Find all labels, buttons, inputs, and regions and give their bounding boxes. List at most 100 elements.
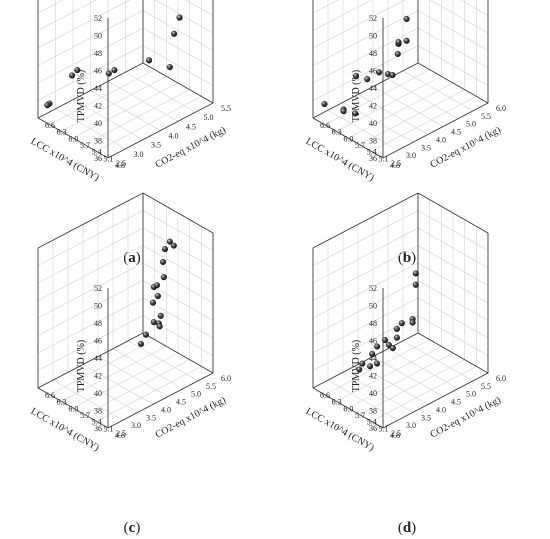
gridline <box>37 315 144 371</box>
gridline <box>342 372 414 413</box>
x-tick-label: 6.3 <box>57 128 67 137</box>
y-tick-label: 5.0 <box>204 113 214 122</box>
gridline <box>336 346 442 402</box>
scatter-point <box>403 15 410 23</box>
scatter-point <box>142 331 149 338</box>
z-tick-label: 38 <box>369 137 377 146</box>
z-tick-label: 42 <box>94 102 102 111</box>
scatter-point <box>364 76 371 83</box>
gridline <box>37 210 144 266</box>
gridline <box>112 348 184 389</box>
gridline <box>61 346 167 402</box>
y-tick-label: 4.0 <box>436 405 446 414</box>
scatter-point <box>389 344 396 352</box>
box-edge <box>37 62 144 119</box>
scatter-point <box>153 282 161 289</box>
z-tick-label: 48 <box>94 49 102 58</box>
z-tick-label: 46 <box>369 337 377 346</box>
gridline <box>90 90 161 131</box>
z-tick-label: 40 <box>94 119 102 128</box>
z-tick-label: 48 <box>369 319 377 328</box>
box-edge <box>417 192 489 234</box>
z-tick-label: 50 <box>369 32 377 41</box>
z-tick-label: 44 <box>369 354 377 363</box>
box-edge <box>382 372 489 429</box>
x-axis-title: LCC x10^4 (CNY) <box>304 406 376 454</box>
y-tick-label: 3.5 <box>421 143 431 152</box>
y-tick-label: 3.0 <box>406 151 416 160</box>
y-tick-label: 5.5 <box>481 112 491 121</box>
gridline <box>312 0 406 49</box>
y-tick-label: 4.5 <box>186 122 196 131</box>
scatter-point <box>154 292 161 300</box>
y-tick-label: 4.5 <box>451 398 461 407</box>
box-edge <box>312 62 419 119</box>
gridline <box>82 364 154 405</box>
scatter-point <box>145 57 153 64</box>
scatter-point <box>376 69 383 76</box>
box-edge <box>142 192 214 234</box>
gridline <box>312 10 419 66</box>
scatter-point <box>412 281 419 288</box>
scatter-point <box>176 14 183 21</box>
gridline <box>336 76 442 132</box>
x-axis-title: LCC x10^4 (CNY) <box>29 406 101 454</box>
panel-label: (d) <box>398 520 416 536</box>
gridline <box>312 245 419 301</box>
x-tick-label: 6.6 <box>320 121 330 130</box>
gridline <box>84 359 190 415</box>
gridline <box>125 71 196 113</box>
x-tick-label: 6.6 <box>45 121 55 130</box>
z-tick-label: 50 <box>369 302 377 311</box>
gridline <box>312 280 419 336</box>
scatter-point <box>359 360 366 367</box>
y-tick-label: 2.5 <box>391 159 401 168</box>
gridline <box>371 366 477 422</box>
y-axis-title: CO2-eq x10^4 (kg) <box>428 395 502 441</box>
x-tick-label: 6.3 <box>57 398 67 407</box>
scatter-point <box>369 350 376 358</box>
z-tick-label: 44 <box>369 84 377 93</box>
y-tick-label: 5.5 <box>221 104 231 113</box>
scatter-point <box>356 366 363 373</box>
gridline <box>324 339 430 395</box>
y-tick-label: 3.5 <box>151 141 161 150</box>
scatter-point <box>389 71 396 79</box>
scatter-point <box>374 343 381 350</box>
z-axis-title: TPMVD (%) <box>76 340 87 393</box>
x-tick-label: 5.7 <box>80 141 90 150</box>
x-tick-label: 6.6 <box>320 391 330 400</box>
gridline <box>387 78 459 119</box>
gridline <box>55 108 126 150</box>
gridline <box>127 340 199 382</box>
scatter-point <box>161 246 168 253</box>
scatter-point <box>166 64 173 71</box>
box-edge <box>312 117 384 159</box>
panel-d: 3638404244464850524.85.15.45.76.06.36.62… <box>304 192 506 536</box>
z-tick-label: 42 <box>94 372 102 381</box>
x-axis-title: LCC x10^4 (CNY) <box>29 136 101 184</box>
y-tick-label: 4.0 <box>436 135 446 144</box>
y-tick-label: 5.5 <box>481 382 491 391</box>
scatter-point <box>74 67 81 74</box>
scatter-point <box>157 312 164 319</box>
x-tick-label: 6.0 <box>343 404 353 413</box>
z-tick-label: 52 <box>369 284 377 293</box>
scatter-point <box>137 340 144 347</box>
z-tick-label: 38 <box>94 137 102 146</box>
box-edge <box>382 102 489 159</box>
z-tick-label: 44 <box>94 354 102 363</box>
scatter-point <box>340 108 347 115</box>
y-tick-label: 2.5 <box>116 159 126 168</box>
scatter-point <box>160 274 167 281</box>
scatter-point <box>68 72 76 79</box>
z-tick-label: 40 <box>94 389 102 398</box>
y-tick-label: 6.0 <box>221 374 231 383</box>
x-tick-label: 6.0 <box>68 134 78 143</box>
gridline <box>312 297 419 354</box>
z-tick-label: 36 <box>369 154 377 163</box>
box-edge <box>417 332 489 374</box>
box-edge <box>142 62 214 104</box>
gridline <box>312 0 339 14</box>
y-tick-label: 4.0 <box>161 405 171 414</box>
